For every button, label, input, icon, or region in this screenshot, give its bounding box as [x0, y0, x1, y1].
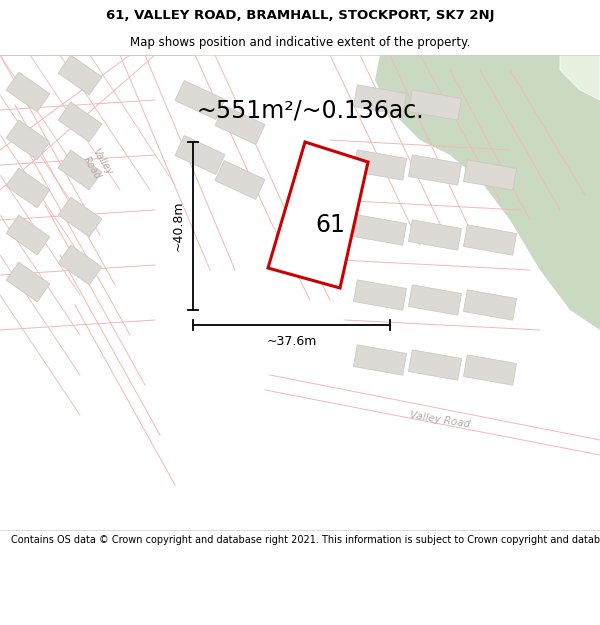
Polygon shape	[58, 197, 102, 237]
Text: 61, VALLEY ROAD, BRAMHALL, STOCKPORT, SK7 2NJ: 61, VALLEY ROAD, BRAMHALL, STOCKPORT, SK…	[106, 9, 494, 22]
Polygon shape	[6, 120, 50, 160]
Text: Valley Road: Valley Road	[409, 410, 471, 430]
Text: Map shows position and indicative extent of the property.: Map shows position and indicative extent…	[130, 36, 470, 49]
Polygon shape	[409, 350, 461, 380]
Polygon shape	[58, 102, 102, 142]
Polygon shape	[6, 215, 50, 255]
Polygon shape	[353, 150, 407, 180]
Polygon shape	[6, 262, 50, 302]
Polygon shape	[409, 90, 461, 120]
Polygon shape	[463, 160, 517, 190]
Polygon shape	[175, 136, 225, 174]
Polygon shape	[215, 106, 265, 144]
Polygon shape	[6, 72, 50, 112]
Polygon shape	[463, 355, 517, 385]
Polygon shape	[268, 142, 368, 288]
Polygon shape	[409, 155, 461, 185]
Text: ~551m²/~0.136ac.: ~551m²/~0.136ac.	[196, 98, 424, 122]
Polygon shape	[353, 345, 407, 375]
Polygon shape	[215, 161, 265, 199]
Polygon shape	[6, 168, 50, 208]
Polygon shape	[463, 290, 517, 320]
Polygon shape	[375, 55, 600, 330]
Polygon shape	[463, 225, 517, 255]
Text: 61: 61	[315, 213, 345, 237]
Polygon shape	[560, 55, 600, 100]
Polygon shape	[353, 280, 407, 310]
Polygon shape	[353, 85, 407, 115]
Polygon shape	[175, 81, 225, 119]
Polygon shape	[409, 220, 461, 250]
Text: Valley
Road: Valley Road	[80, 147, 114, 183]
Polygon shape	[58, 245, 102, 285]
Text: ~37.6m: ~37.6m	[266, 335, 317, 348]
Polygon shape	[353, 215, 407, 245]
Polygon shape	[409, 285, 461, 315]
Text: Contains OS data © Crown copyright and database right 2021. This information is : Contains OS data © Crown copyright and d…	[11, 535, 600, 545]
Polygon shape	[58, 150, 102, 190]
Text: ~40.8m: ~40.8m	[172, 201, 185, 251]
Polygon shape	[58, 55, 102, 95]
